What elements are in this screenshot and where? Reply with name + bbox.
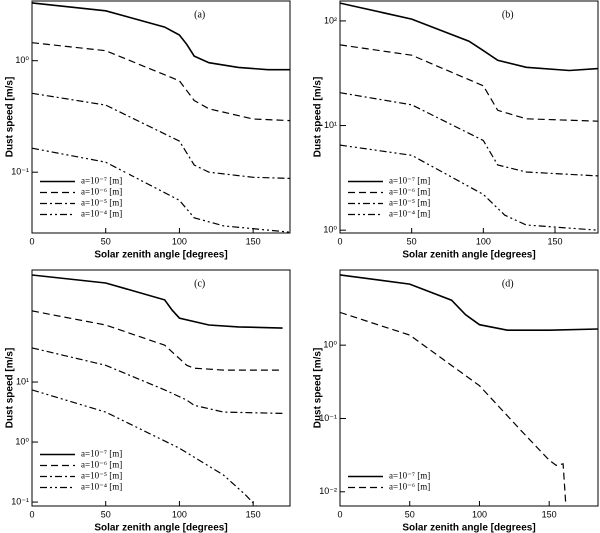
legend-label: a=10⁻⁶ [m] <box>389 187 430 197</box>
y-tick-label: 10⁰ <box>15 55 29 65</box>
legend-label: a=10⁻⁵ [m] <box>81 198 122 208</box>
panel-title: (a) <box>194 9 205 20</box>
y-tick-label: 10² <box>324 15 337 25</box>
panel-title: (b) <box>502 9 514 20</box>
plot-frame <box>339 269 599 507</box>
x-axis-label: Solar zenith angle [degrees] <box>94 523 227 533</box>
y-tick-label: 10⁰ <box>15 436 29 446</box>
x-axis-label: Solar zenith angle [degrees] <box>94 250 227 261</box>
y-axis-label: Dust speed [m/s] <box>5 77 16 158</box>
legend-label: a=10⁻⁴ [m] <box>81 482 122 492</box>
legend-label: a=10⁻⁶ [m] <box>81 187 122 197</box>
y-tick-label: 10⁻¹ <box>11 167 29 177</box>
lines <box>32 274 283 506</box>
series-line <box>32 389 257 506</box>
legend-label: a=10⁻⁷ [m] <box>81 176 122 186</box>
legend-label: a=10⁻⁶ [m] <box>389 482 430 492</box>
plot-frame <box>31 0 291 234</box>
legend-label: a=10⁻⁷ [m] <box>81 449 122 459</box>
x-tick-label: 150 <box>547 236 562 246</box>
x-tick-label: 0 <box>29 509 34 519</box>
series-line <box>32 2 290 71</box>
lines <box>340 2 598 231</box>
legend-label: a=10⁻⁶ [m] <box>81 460 122 470</box>
x-tick-label: 0 <box>337 236 342 246</box>
x-tick-label: 150 <box>542 509 557 519</box>
series-line <box>340 144 598 231</box>
y-axis-label: Dust speed [m/s] <box>313 77 324 158</box>
y-tick-label: 10⁰ <box>323 340 337 350</box>
legend-label: a=10⁻⁵ [m] <box>389 198 430 208</box>
x-tick-label: 50 <box>407 236 417 246</box>
x-axis-label: Solar zenith angle [degrees] <box>402 523 535 533</box>
legend-label: a=10⁻⁴ [m] <box>81 209 122 219</box>
x-tick-label: 100 <box>172 236 187 246</box>
panel-title: (d) <box>502 278 514 289</box>
series-line <box>340 311 567 506</box>
x-tick-label: 100 <box>472 509 487 519</box>
x-tick-label: 0 <box>29 236 34 246</box>
y-tick-label: 10⁻¹ <box>11 496 29 506</box>
series-line <box>340 2 598 72</box>
legend-label: a=10⁻⁷ [m] <box>389 176 430 186</box>
legend-label: a=10⁻⁷ [m] <box>389 471 430 481</box>
x-tick-label: 150 <box>246 236 261 246</box>
y-axis-label: Dust speed [m/s] <box>313 348 324 429</box>
x-tick-label: 0 <box>337 509 342 519</box>
series-line <box>340 92 598 177</box>
legend-label: a=10⁻⁴ [m] <box>389 209 430 219</box>
y-tick-label: 10⁻¹ <box>319 413 337 423</box>
legend-label: a=10⁻⁵ [m] <box>81 471 122 481</box>
series-line <box>32 42 290 122</box>
lines <box>340 274 598 506</box>
x-tick-label: 50 <box>101 236 111 246</box>
series-line <box>32 147 290 233</box>
series-line <box>32 310 283 371</box>
series-line <box>340 44 598 122</box>
x-tick-label: 50 <box>101 509 111 519</box>
y-tick-label: 10¹ <box>324 120 337 130</box>
panel-title: (c) <box>194 278 205 289</box>
legend-box <box>345 468 437 496</box>
series-line <box>32 347 283 414</box>
x-axis-label: Solar zenith angle [degrees] <box>402 250 535 261</box>
x-tick-label: 150 <box>246 509 261 519</box>
series-line <box>32 92 290 179</box>
y-axis-label: Dust speed [m/s] <box>5 348 16 429</box>
plot-frame <box>31 269 291 507</box>
x-tick-label: 50 <box>405 509 415 519</box>
y-tick-label: 10¹ <box>16 376 29 386</box>
y-tick-label: 10⁰ <box>323 225 337 235</box>
x-tick-label: 100 <box>172 509 187 519</box>
x-tick-label: 100 <box>476 236 491 246</box>
series-line <box>340 274 598 331</box>
plot-frame <box>339 0 599 234</box>
lines <box>32 2 290 233</box>
y-tick-label: 10⁻² <box>319 486 337 496</box>
series-line <box>32 274 283 329</box>
